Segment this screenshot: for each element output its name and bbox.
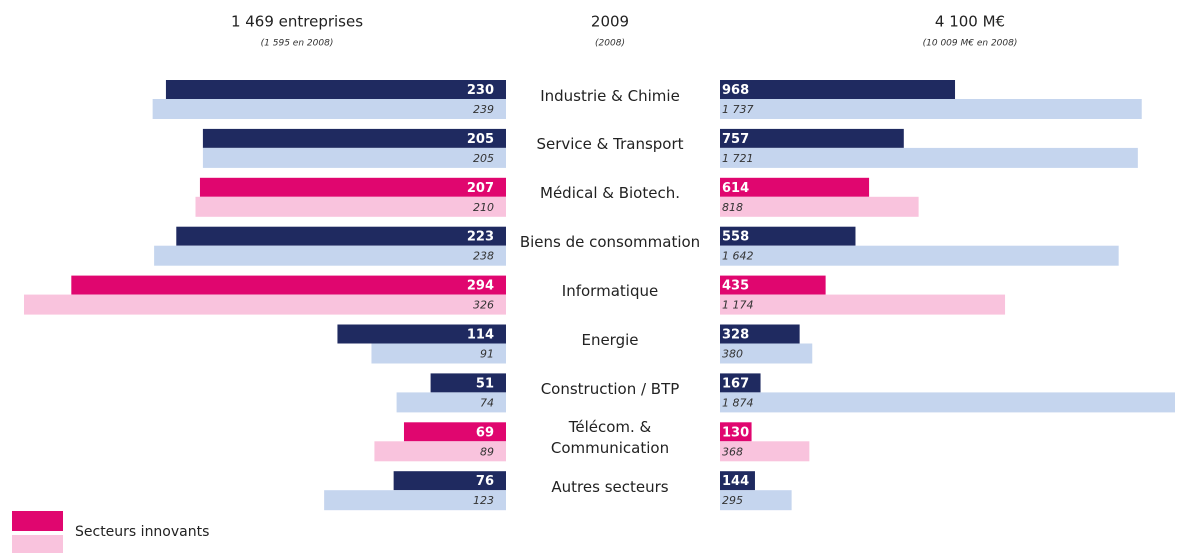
category-label: Informatique: [561, 282, 659, 301]
category-label: Service & Transport: [536, 135, 684, 154]
value-label: 614: [722, 181, 749, 196]
bar: [720, 177, 870, 197]
bar: [71, 275, 507, 295]
value-label: 368: [722, 445, 743, 458]
bar: [165, 80, 506, 99]
value-label: 114: [467, 328, 494, 343]
bar: [152, 99, 506, 119]
category-label: Médical & Biotech.: [540, 184, 680, 203]
value-label: 167: [722, 376, 749, 391]
right-subtitle: (10 009 M€ en 2008): [923, 39, 1018, 49]
value-label: 130: [722, 425, 749, 440]
category-label: Télécom. & Communication: [550, 418, 670, 458]
bar: [403, 422, 506, 442]
value-label: 76: [476, 474, 494, 489]
left-subtitle: (1 595 en 2008): [261, 39, 334, 49]
bar: [720, 324, 800, 344]
bar: [393, 471, 506, 491]
category-label: Energie: [581, 331, 639, 349]
value-label: 326: [473, 299, 494, 312]
center-subtitle: (2008): [595, 39, 625, 49]
bar: [720, 441, 810, 462]
bar: [720, 275, 826, 295]
value-label: 1 642: [722, 250, 754, 263]
value-label: 74: [480, 396, 494, 409]
value-label: 123: [473, 494, 494, 507]
value-label: 89: [480, 445, 494, 458]
category-label: Industrie & Chimie: [540, 86, 680, 105]
bar: [720, 294, 1006, 315]
bar: [720, 471, 755, 491]
bar: [720, 373, 761, 393]
bar: [720, 245, 1119, 266]
value-label: 757: [722, 132, 749, 147]
category-label: Construction / BTP: [540, 379, 680, 398]
bar: [24, 294, 506, 315]
bar: [720, 422, 752, 442]
value-label: 207: [467, 181, 494, 196]
value-label: 968: [722, 83, 749, 98]
value-label: 69: [476, 425, 494, 440]
value-label: 558: [722, 230, 749, 245]
bar: [396, 392, 506, 413]
value-label: 205: [473, 152, 494, 165]
category-label: Biens de consommation: [519, 233, 701, 252]
value-label: 1 174: [722, 299, 754, 312]
bar: [374, 441, 506, 462]
bar: [720, 196, 919, 217]
category-label: Autres secteurs: [551, 477, 669, 496]
bar: [371, 343, 506, 364]
value-label: 144: [722, 474, 749, 489]
value-label: 239: [473, 103, 494, 116]
value-label: 294: [467, 279, 494, 294]
bar: [430, 373, 506, 393]
bar: [720, 99, 1142, 119]
bar: [324, 490, 506, 511]
bar: [720, 343, 813, 364]
bar: [199, 177, 507, 197]
right-title: 4 100 M€: [935, 13, 1005, 31]
bar: [720, 490, 792, 511]
center-title: 2009: [591, 13, 629, 31]
bar: [202, 128, 506, 148]
bar: [154, 245, 507, 266]
legend-swatch: [12, 535, 63, 553]
bar: [720, 226, 856, 246]
bar: [337, 324, 506, 344]
bar: [720, 128, 904, 148]
bar: [195, 196, 506, 217]
value-label: 328: [722, 328, 749, 343]
bar: [720, 80, 956, 99]
bar: [202, 147, 506, 168]
bar: [720, 147, 1138, 168]
value-label: 223: [467, 230, 494, 245]
legend-swatch: [12, 511, 63, 531]
bar: [720, 392, 1175, 413]
value-label: 1 874: [722, 396, 754, 409]
value-label: 435: [722, 279, 749, 294]
left-title: 1 469 entreprises: [231, 13, 363, 31]
value-label: 1 737: [722, 103, 754, 116]
value-label: 818: [722, 201, 743, 214]
value-label: 91: [480, 348, 494, 361]
value-label: 51: [476, 376, 494, 391]
value-label: 230: [467, 83, 494, 98]
value-label: 210: [473, 201, 494, 214]
legend-label: Secteurs innovants: [75, 524, 209, 540]
value-label: 380: [722, 348, 743, 361]
value-label: 238: [473, 250, 494, 263]
bar: [176, 226, 507, 246]
value-label: 295: [722, 494, 743, 507]
value-label: 1 721: [722, 152, 754, 165]
value-label: 205: [467, 132, 494, 147]
